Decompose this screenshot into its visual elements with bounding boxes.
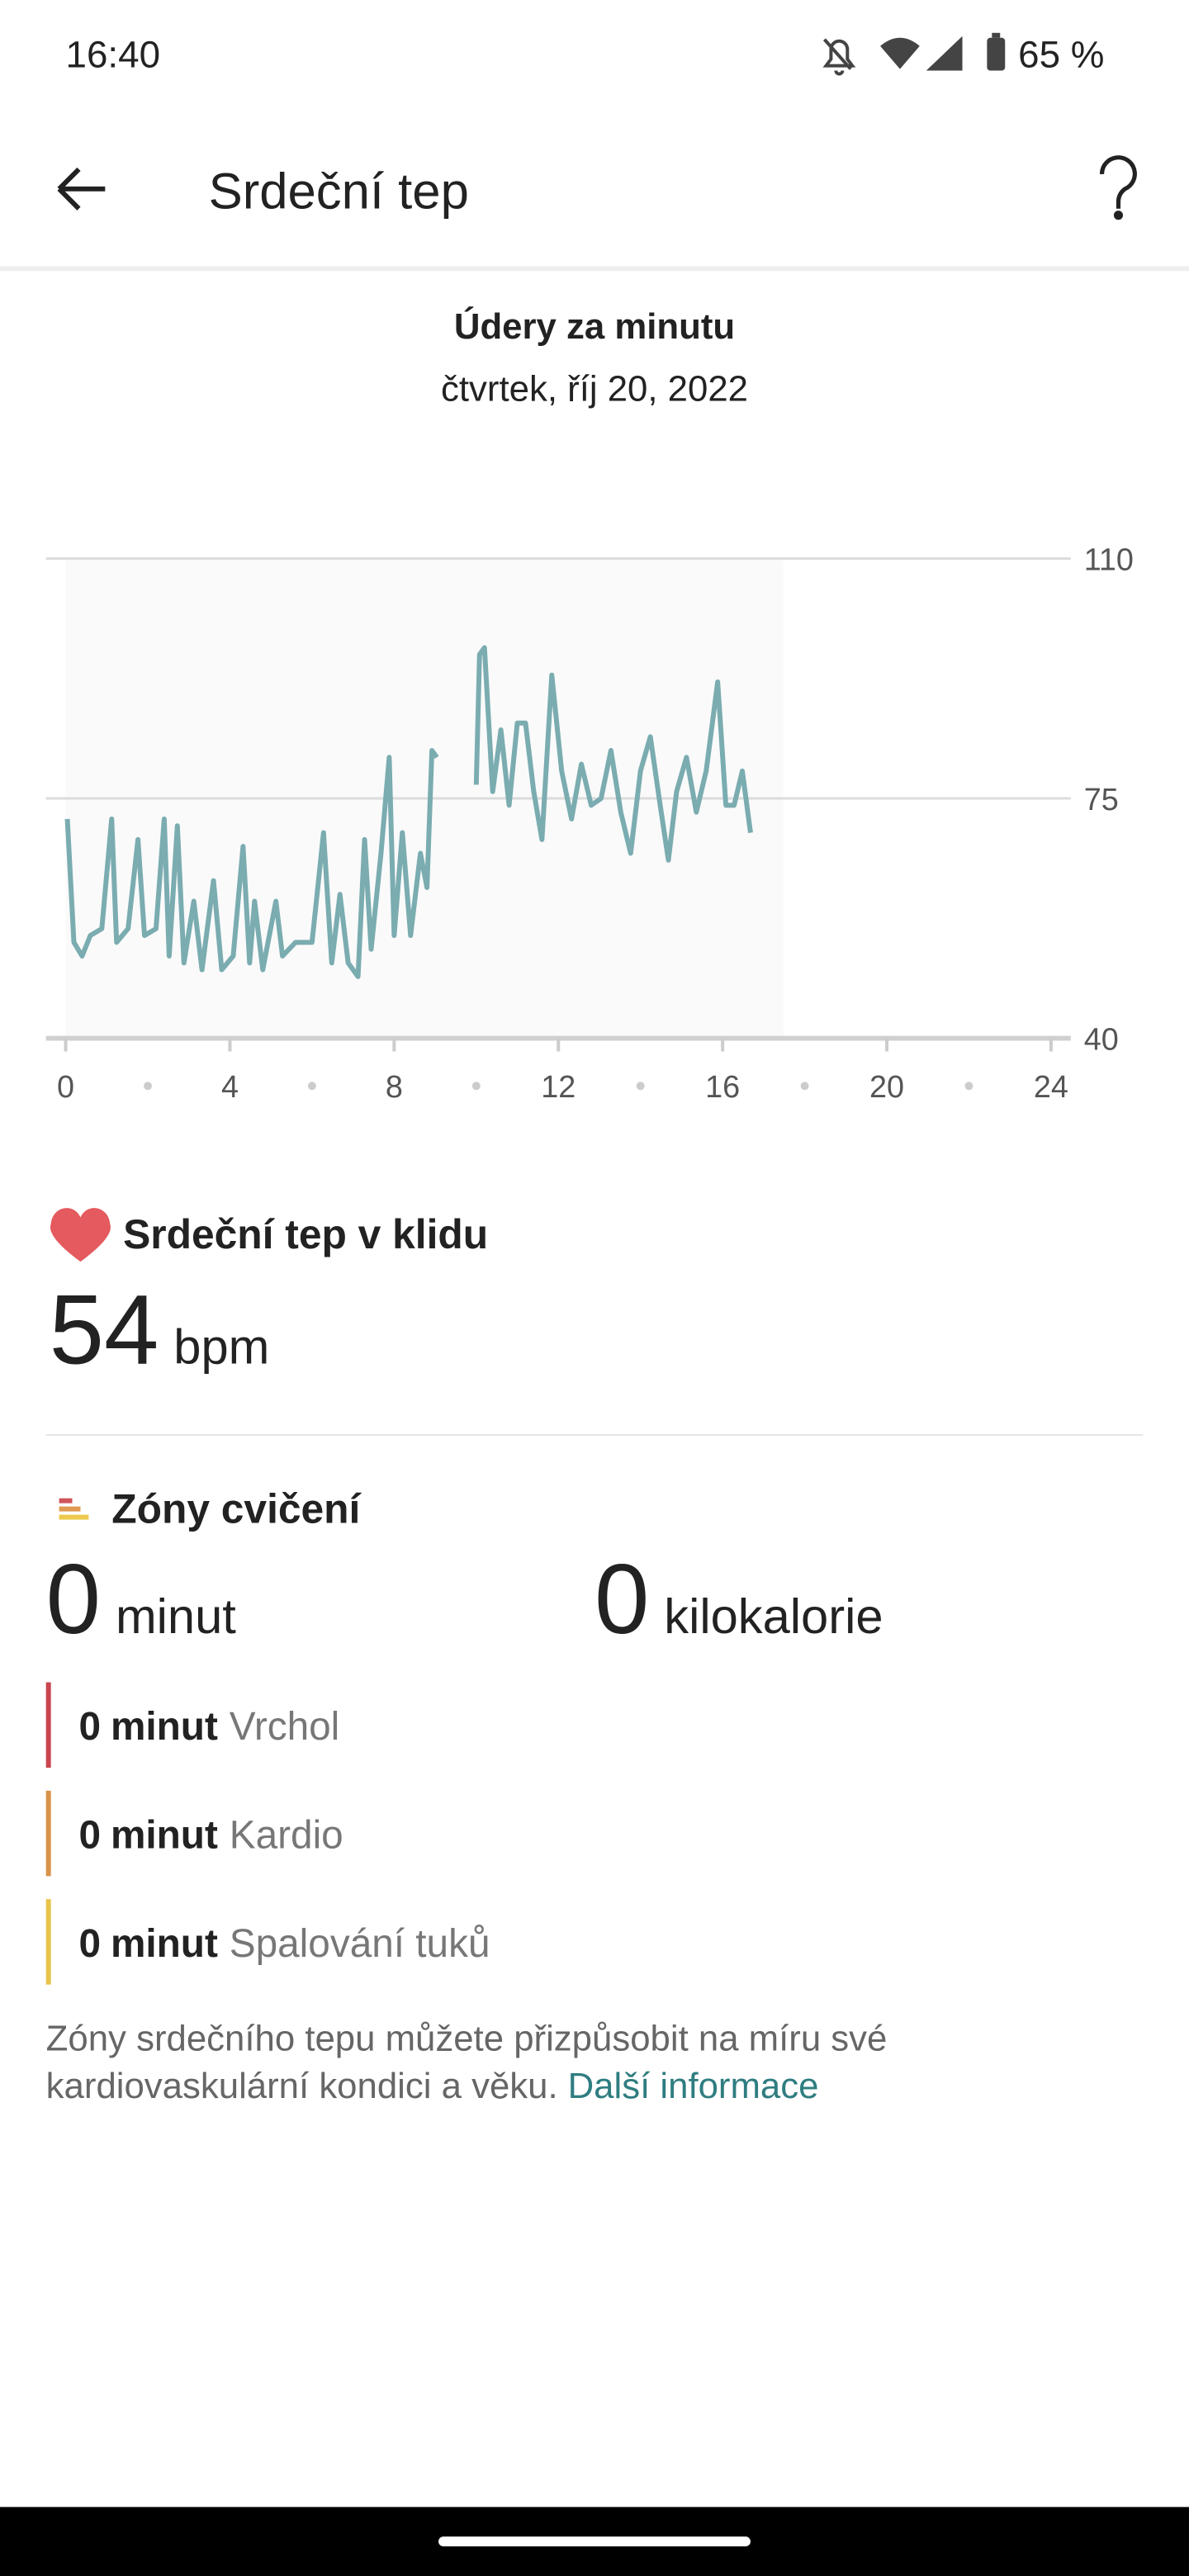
x-minor-tick — [307, 1082, 316, 1091]
minutes-number: 0 — [46, 1545, 101, 1655]
more-info-link[interactable]: Další informace — [568, 2066, 819, 2106]
zone-row: 0 minut Spalování tuků — [78, 1922, 490, 1966]
x-tick-label: 8 — [386, 1070, 403, 1105]
back-button[interactable] — [57, 167, 106, 211]
zone-name: Spalování tuků — [230, 1922, 490, 1966]
zone-unit: minut — [111, 1814, 218, 1858]
zone-name: Vrchol — [230, 1705, 340, 1749]
zone-row: 0 minut Vrchol — [78, 1705, 339, 1749]
divider — [45, 1434, 1144, 1437]
x-tick-label: 12 — [541, 1070, 576, 1105]
resting-unit: bpm — [173, 1319, 269, 1375]
app-title: Srdeční tep — [209, 163, 469, 220]
zones-note-text: kardiovaskulární kondici a věku. — [46, 2066, 558, 2106]
zone-value: 0 — [78, 1705, 101, 1749]
resting-title: Srdeční tep v klidu — [123, 1211, 488, 1257]
heart-icon — [50, 1208, 111, 1262]
resting-value: 54 bpm — [50, 1276, 270, 1385]
zone-row: 0 minut Kardio — [78, 1814, 343, 1858]
y-tick-label: 110 — [1084, 542, 1134, 577]
chart-title: Údery za minutu — [454, 305, 735, 347]
y-tick-label: 75 — [1084, 783, 1119, 817]
x-minor-tick — [964, 1082, 973, 1091]
zones-note: Zóny srdečního tepu můžete přizpůsobit n… — [46, 2018, 888, 2058]
x-minor-tick — [800, 1082, 809, 1091]
zone-value: 0 — [78, 1922, 101, 1966]
zones-note-2: kardiovaskulární kondici a věku. Další in… — [46, 2066, 819, 2106]
chart: 40 75 110 0 4 8 12 16 20 24 — [45, 542, 1134, 1105]
battery-level: 65 % — [1018, 34, 1104, 76]
home-handle[interactable] — [438, 2536, 751, 2547]
y-tick-label: 40 — [1084, 1022, 1119, 1057]
heart-rate-line — [64, 645, 753, 979]
x-tick-label: 4 — [221, 1070, 239, 1105]
zone-unit: minut — [111, 1705, 218, 1749]
zone-bar — [45, 1790, 51, 1877]
zones-icon — [59, 1498, 89, 1520]
help-button[interactable] — [1099, 155, 1137, 220]
x-tick-label: 20 — [869, 1070, 904, 1105]
zone-value: 0 — [78, 1814, 101, 1858]
zones-calories: 0 kilokalorie — [594, 1545, 883, 1655]
x-tick-label: 0 — [57, 1070, 74, 1105]
zone-unit: minut — [111, 1922, 218, 1966]
chart-subtitle: čtvrtek, říj 20, 2022 — [441, 369, 748, 410]
x-minor-tick — [636, 1082, 645, 1091]
zones-minutes: 0 minut — [46, 1545, 237, 1655]
calories-number: 0 — [594, 1545, 649, 1655]
resting-number: 54 — [50, 1276, 159, 1385]
zones-title: Zóny cvičení — [111, 1486, 362, 1532]
minutes-unit: minut — [116, 1589, 236, 1644]
zone-bar — [45, 1899, 51, 1985]
x-tick-label: 16 — [705, 1070, 740, 1105]
calories-unit: kilokalorie — [664, 1589, 883, 1644]
status-icons — [822, 32, 1006, 76]
x-tick-label: 24 — [1034, 1070, 1068, 1105]
zone-bar — [45, 1682, 51, 1769]
app-bar-divider — [0, 266, 1189, 272]
status-time: 16:40 — [66, 34, 160, 76]
zone-name: Kardio — [230, 1814, 343, 1858]
x-minor-tick — [471, 1082, 481, 1091]
x-minor-tick — [144, 1082, 152, 1091]
